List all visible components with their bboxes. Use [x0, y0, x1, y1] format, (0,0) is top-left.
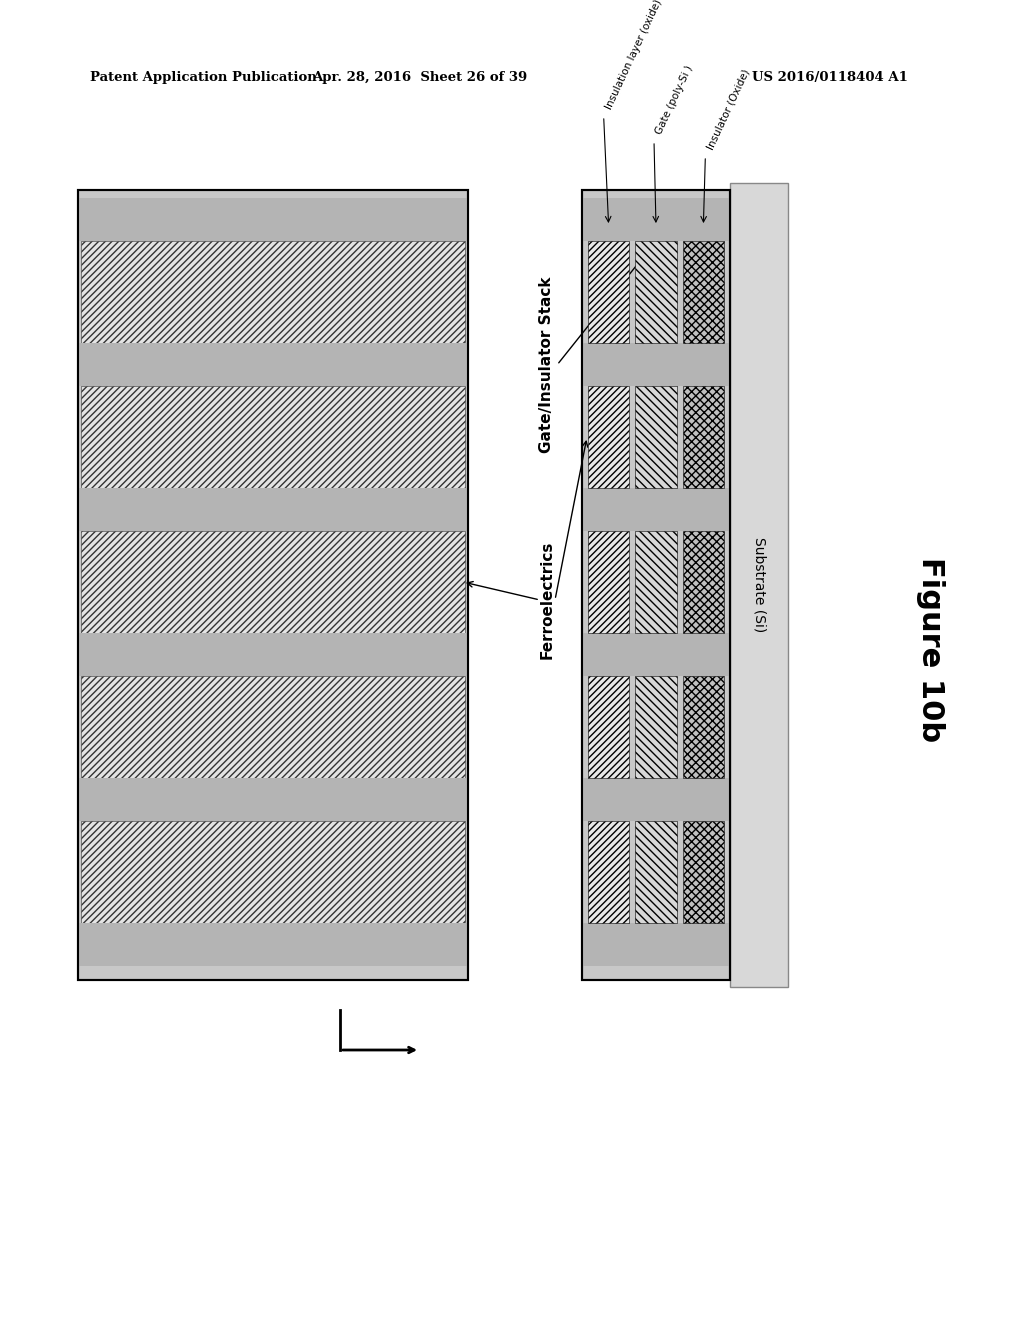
Bar	[78, 190, 468, 979]
Bar	[78, 488, 468, 531]
Bar	[78, 777, 468, 821]
Bar	[582, 488, 730, 531]
Bar	[78, 198, 468, 242]
Text: Ferroelectrics: Ferroelectrics	[540, 541, 555, 659]
Text: Patent Application Publication: Patent Application Publication	[90, 71, 316, 84]
Bar	[635, 531, 677, 634]
Bar	[582, 634, 730, 676]
Bar	[588, 531, 630, 634]
Bar	[582, 198, 730, 242]
Bar	[683, 531, 724, 634]
Text: Gate/Insulator Stack: Gate/Insulator Stack	[540, 277, 555, 453]
Bar	[81, 242, 465, 343]
Bar	[78, 190, 468, 979]
Bar	[81, 676, 465, 777]
Bar	[81, 821, 465, 923]
Bar	[683, 242, 724, 343]
Bar	[582, 190, 730, 979]
Bar	[582, 190, 730, 979]
Bar	[81, 531, 465, 634]
Bar	[582, 923, 730, 966]
Text: Figure 10b: Figure 10b	[915, 557, 944, 743]
Bar	[730, 183, 788, 987]
Bar	[78, 634, 468, 676]
Bar	[582, 343, 730, 385]
Bar	[582, 777, 730, 821]
Text: Substrate (Si): Substrate (Si)	[752, 537, 766, 632]
Bar	[635, 676, 677, 777]
Bar	[588, 676, 630, 777]
Text: Insulation layer (oxide): Insulation layer (oxide)	[603, 0, 664, 111]
Bar	[588, 242, 630, 343]
Bar	[683, 385, 724, 488]
Text: US 2016/0118404 A1: US 2016/0118404 A1	[752, 71, 908, 84]
Bar	[683, 676, 724, 777]
Text: Apr. 28, 2016  Sheet 26 of 39: Apr. 28, 2016 Sheet 26 of 39	[312, 71, 527, 84]
Bar	[635, 242, 677, 343]
Bar	[635, 821, 677, 923]
Bar	[81, 385, 465, 488]
Bar	[78, 923, 468, 966]
Bar	[683, 821, 724, 923]
Bar	[588, 821, 630, 923]
Bar	[588, 385, 630, 488]
Text: Insulator (Oxide): Insulator (Oxide)	[706, 67, 752, 150]
Bar	[78, 343, 468, 385]
Bar	[635, 385, 677, 488]
Text: Gate (poly-Si ): Gate (poly-Si )	[654, 63, 694, 136]
